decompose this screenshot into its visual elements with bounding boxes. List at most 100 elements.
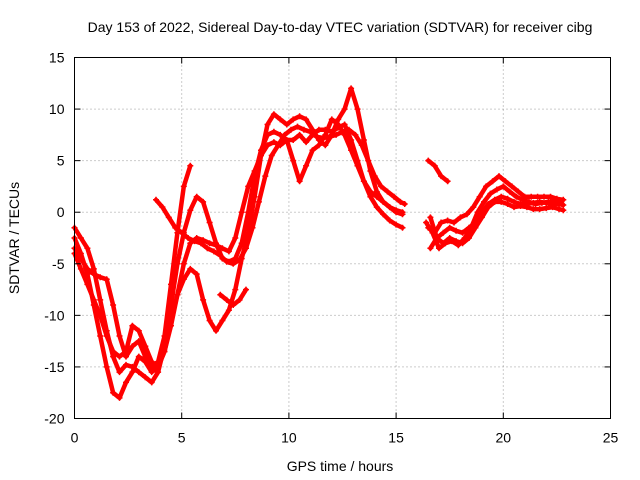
data-point <box>148 363 155 370</box>
data-point <box>528 193 535 200</box>
data-point <box>401 201 408 207</box>
data-point <box>303 162 310 169</box>
x-tick-label: 25 <box>603 430 619 446</box>
data-point <box>485 201 492 207</box>
data-point <box>446 224 453 231</box>
data-point <box>511 198 517 205</box>
y-tick-label: -10 <box>44 307 64 323</box>
data-point <box>515 188 522 195</box>
data-point <box>341 106 348 113</box>
data-point <box>277 142 284 149</box>
data-point <box>560 207 567 214</box>
data-point <box>236 256 243 263</box>
data-point <box>378 183 385 190</box>
data-point <box>204 245 211 252</box>
data-point <box>294 123 301 130</box>
data-point <box>438 219 445 226</box>
data-point <box>225 248 232 255</box>
data-point <box>307 128 314 135</box>
data-point <box>541 193 547 200</box>
data-point <box>174 291 181 298</box>
data-point <box>504 201 511 207</box>
data-point <box>438 173 445 180</box>
data-point <box>444 178 451 185</box>
data-point <box>155 369 162 376</box>
data-point <box>187 162 194 169</box>
data-point <box>230 260 237 267</box>
data-point <box>97 274 104 281</box>
data-point <box>345 126 352 133</box>
data-point <box>251 193 258 200</box>
data-point <box>436 245 442 252</box>
data-point <box>283 121 290 128</box>
data-point <box>453 227 460 234</box>
data-point <box>470 204 477 211</box>
data-point <box>123 348 129 355</box>
data-point <box>315 126 322 133</box>
data-point <box>380 198 387 205</box>
data-point <box>393 207 400 214</box>
x-tick-label: 0 <box>71 430 79 446</box>
data-point <box>483 183 490 190</box>
data-point <box>371 173 378 180</box>
data-point <box>116 369 123 376</box>
data-point <box>206 219 213 226</box>
data-point <box>264 142 271 149</box>
data-point <box>103 363 110 370</box>
data-point <box>153 196 159 203</box>
data-point <box>206 317 213 324</box>
x-tick-label: 5 <box>178 430 186 446</box>
data-point <box>129 343 136 350</box>
data-point <box>268 152 275 159</box>
data-point <box>148 369 155 376</box>
data-point <box>315 142 322 149</box>
data-point <box>365 157 372 164</box>
data-point <box>84 281 91 288</box>
data-point <box>431 162 438 169</box>
data-point <box>397 198 404 205</box>
data-point <box>354 106 361 113</box>
data-point <box>380 211 387 218</box>
data-point <box>496 173 502 180</box>
data-point <box>530 199 537 206</box>
data-point <box>399 224 406 231</box>
data-point <box>187 265 194 272</box>
data-point <box>556 201 562 207</box>
data-point <box>547 193 554 200</box>
data-point <box>481 198 487 205</box>
data-point <box>116 353 123 360</box>
data-point <box>448 238 455 245</box>
data-point <box>341 121 348 128</box>
y-tick-label: -15 <box>44 359 64 375</box>
data-point <box>523 201 530 207</box>
data-point <box>384 188 391 195</box>
data-point <box>200 237 207 244</box>
data-point <box>536 198 543 205</box>
data-point <box>322 131 329 138</box>
data-point <box>172 224 179 231</box>
data-point <box>129 369 136 376</box>
data-point <box>367 188 374 195</box>
y-tick-label: 15 <box>49 50 65 66</box>
data-point <box>393 221 400 228</box>
data-point <box>530 206 537 213</box>
data-point <box>116 394 123 401</box>
data-point <box>354 162 361 169</box>
data-point <box>148 358 155 365</box>
data-point <box>300 126 307 133</box>
data-point <box>243 286 249 293</box>
data-point <box>178 229 185 236</box>
data-point <box>219 317 226 324</box>
data-point <box>238 209 245 216</box>
data-series-layer <box>71 85 567 401</box>
data-point <box>549 201 556 207</box>
data-point <box>84 265 91 272</box>
data-point <box>123 379 129 386</box>
data-point <box>90 296 97 303</box>
data-point <box>123 361 129 368</box>
x-tick-label: 20 <box>496 430 512 446</box>
data-point <box>296 113 303 120</box>
data-point <box>489 178 496 185</box>
data-point <box>110 353 117 360</box>
data-point <box>463 211 470 218</box>
